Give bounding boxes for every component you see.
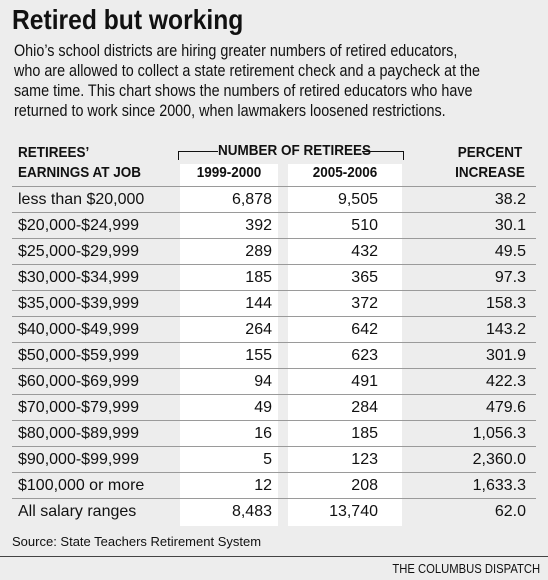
cell-value: 94 bbox=[254, 373, 272, 390]
cell-value: 143.2 bbox=[485, 321, 526, 338]
cell-value: 6,878 bbox=[231, 191, 272, 208]
cell-value: 5 bbox=[263, 451, 272, 468]
cell-value: 155 bbox=[245, 347, 272, 364]
row-divider bbox=[12, 264, 536, 265]
cell-value: 392 bbox=[245, 217, 272, 234]
column-header: PERCENT bbox=[457, 144, 523, 161]
row-label: $30,000-$34,999 bbox=[18, 269, 139, 286]
column-shade bbox=[288, 164, 402, 526]
cell-value: 264 bbox=[245, 321, 272, 338]
row-label: $20,000-$24,999 bbox=[18, 217, 139, 234]
row-divider bbox=[12, 394, 536, 395]
column-shade bbox=[180, 164, 278, 526]
row-divider bbox=[12, 316, 536, 317]
source: Source: State Teachers Retirement System bbox=[12, 534, 262, 549]
footer-rule bbox=[0, 556, 548, 557]
cell-value: 1,056.3 bbox=[472, 425, 526, 442]
cell-value: 372 bbox=[351, 295, 378, 312]
row-divider bbox=[12, 498, 536, 499]
row-label: $80,000-$89,999 bbox=[18, 425, 139, 442]
row-label: $25,000-$29,999 bbox=[18, 243, 139, 260]
row-label: $40,000-$49,999 bbox=[18, 321, 139, 338]
column-header: 1999-2000 bbox=[196, 164, 262, 181]
cell-value: 301.9 bbox=[485, 347, 526, 364]
cell-value: 144 bbox=[245, 295, 272, 312]
intro-line: same time. This chart shows the numbers … bbox=[14, 82, 473, 100]
cell-value: 479.6 bbox=[485, 399, 526, 416]
row-label: $100,000 or more bbox=[18, 477, 145, 494]
row-divider bbox=[12, 368, 536, 369]
cell-value: 185 bbox=[245, 269, 272, 286]
cell-value: 289 bbox=[245, 243, 272, 260]
cell-value: 49 bbox=[254, 399, 272, 416]
row-label: $50,000-$59,999 bbox=[18, 347, 139, 364]
cell-value: 623 bbox=[351, 347, 378, 364]
cell-value: 123 bbox=[351, 451, 378, 468]
cell-value: 12 bbox=[254, 477, 272, 494]
row-divider bbox=[12, 290, 536, 291]
row-divider bbox=[12, 472, 536, 473]
row-divider bbox=[12, 420, 536, 421]
cell-value: 9,505 bbox=[337, 191, 378, 208]
cell-value: 491 bbox=[351, 373, 378, 390]
cell-value: 49.5 bbox=[494, 243, 526, 260]
row-label: $60,000-$69,999 bbox=[18, 373, 139, 390]
cell-value: 642 bbox=[351, 321, 378, 338]
cell-value: 158.3 bbox=[485, 295, 526, 312]
row-label: $70,000-$79,999 bbox=[18, 399, 139, 416]
row-divider bbox=[12, 238, 536, 239]
cell-value: 62.0 bbox=[494, 503, 526, 520]
group-header: NUMBER OF RETIREES bbox=[218, 142, 372, 159]
cell-value: 432 bbox=[351, 243, 378, 260]
cell-value: 284 bbox=[351, 399, 378, 416]
cell-value: 208 bbox=[351, 477, 378, 494]
cell-value: 8,483 bbox=[231, 503, 272, 520]
row-divider bbox=[12, 342, 536, 343]
cell-value: 38.2 bbox=[494, 191, 526, 208]
intro-line: who are allowed to collect a state retir… bbox=[14, 62, 481, 80]
row-label: less than $20,000 bbox=[18, 191, 145, 208]
intro-line: returned to work since 2000, when lawmak… bbox=[14, 102, 446, 120]
cell-value: 185 bbox=[351, 425, 378, 442]
title: Retired but working bbox=[12, 4, 244, 35]
row-label: All salary ranges bbox=[18, 503, 137, 520]
cell-value: 2,360.0 bbox=[472, 451, 526, 468]
cell-value: 510 bbox=[351, 217, 378, 234]
credit: THE COLUMBUS DISPATCH bbox=[392, 562, 540, 576]
intro-line: Ohio’s school districts are hiring great… bbox=[14, 42, 458, 60]
cell-value: 422.3 bbox=[485, 373, 526, 390]
row-divider bbox=[12, 212, 536, 213]
column-header: INCREASE bbox=[455, 164, 525, 181]
cell-value: 365 bbox=[351, 269, 378, 286]
row-label: $90,000-$99,999 bbox=[18, 451, 139, 468]
column-header: EARNINGS AT JOB bbox=[18, 164, 142, 181]
cell-value: 97.3 bbox=[494, 269, 526, 286]
row-divider bbox=[12, 186, 536, 187]
row-divider bbox=[12, 446, 536, 447]
column-header: 2005-2006 bbox=[312, 164, 378, 181]
cell-value: 16 bbox=[254, 425, 272, 442]
cell-value: 1,633.3 bbox=[472, 477, 526, 494]
row-label: $35,000-$39,999 bbox=[18, 295, 139, 312]
column-header: RETIREES’ bbox=[18, 144, 90, 161]
cell-value: 13,740 bbox=[329, 503, 378, 520]
cell-value: 30.1 bbox=[494, 217, 526, 234]
